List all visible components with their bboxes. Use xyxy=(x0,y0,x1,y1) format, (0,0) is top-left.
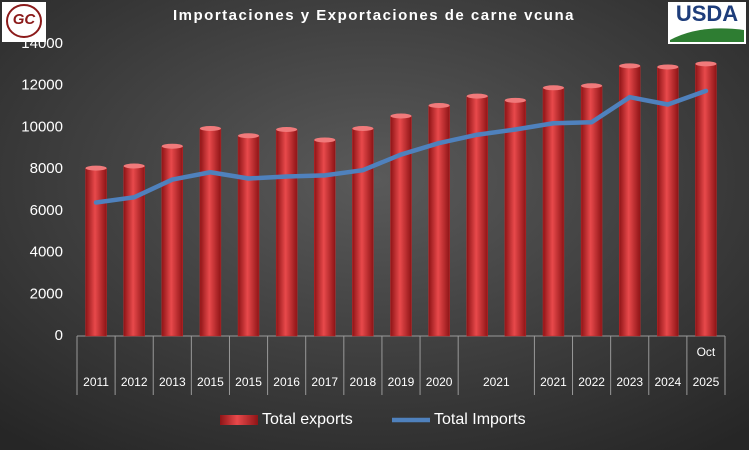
x-tick-label: 2020 xyxy=(426,375,453,389)
x-tick-label: 2022 xyxy=(578,375,605,389)
y-tick-label: 10000 xyxy=(21,118,63,135)
x-tick-label: 2019 xyxy=(388,375,415,389)
bar-cap xyxy=(123,163,145,169)
bar xyxy=(352,128,374,337)
logo-left: GC xyxy=(2,2,46,42)
bar xyxy=(314,139,336,337)
bar-cap xyxy=(542,85,564,91)
bar-cap xyxy=(619,63,641,69)
x-tick-label: 2021 xyxy=(483,375,510,389)
bar-cap xyxy=(314,137,336,143)
bar-cap xyxy=(199,125,221,131)
x-tick-label: 2016 xyxy=(273,375,300,389)
y-tick-label: 14000 xyxy=(21,35,63,52)
bar xyxy=(85,167,107,337)
y-tick-label: 12000 xyxy=(21,77,63,94)
x-tick-label: 2012 xyxy=(121,375,148,389)
bar-cap xyxy=(581,83,603,89)
x-tick-label: 2023 xyxy=(616,375,643,389)
legend-label: Total exports xyxy=(262,411,353,428)
bar xyxy=(504,100,527,337)
bar xyxy=(695,63,717,337)
bar-cap xyxy=(428,103,450,109)
bar xyxy=(657,66,679,337)
legend-label: Total Imports xyxy=(434,411,526,428)
bar-cap xyxy=(657,64,679,70)
bar xyxy=(237,135,260,337)
bar-cap xyxy=(85,165,107,171)
y-tick-label: 8000 xyxy=(30,160,63,177)
logo-text: GC xyxy=(13,11,37,28)
bar-cap xyxy=(466,93,488,99)
bar xyxy=(161,145,184,337)
y-tick-label: 4000 xyxy=(30,244,63,261)
bar-cap xyxy=(695,61,717,67)
bar-cap xyxy=(276,127,298,133)
logo-right: USDA xyxy=(668,1,746,44)
y-tick-label: 6000 xyxy=(30,202,63,219)
bar-cap xyxy=(504,97,526,103)
x-tick-label: 2015 xyxy=(197,375,224,389)
x-tick-label: 2017 xyxy=(311,375,338,389)
bar-cap xyxy=(161,143,183,149)
bar xyxy=(390,115,412,337)
y-tick-label: 2000 xyxy=(30,285,63,302)
x-tick-label: 2024 xyxy=(654,375,681,389)
bar-cap xyxy=(390,113,412,119)
legend-swatch xyxy=(220,415,258,425)
x-tick-label: 2013 xyxy=(159,375,186,389)
chart-title: Importaciones y Exportaciones de carne v… xyxy=(173,7,575,24)
x-tick-label: 2011 xyxy=(83,375,109,389)
line xyxy=(93,88,709,205)
bar xyxy=(199,128,222,337)
bar-cap xyxy=(352,125,374,131)
x-tick-label: 2015 xyxy=(235,375,262,389)
x-tick-label: 2018 xyxy=(350,375,377,389)
bar xyxy=(618,65,641,337)
annotation: Oct xyxy=(697,345,716,359)
x-tick-label: 2025 xyxy=(693,375,720,389)
y-tick-label: 0 xyxy=(55,327,63,344)
x-tick-label: 2021 xyxy=(540,375,567,389)
bar xyxy=(275,129,298,337)
logo-text: USDA xyxy=(676,1,738,26)
bar-cap xyxy=(238,133,260,139)
